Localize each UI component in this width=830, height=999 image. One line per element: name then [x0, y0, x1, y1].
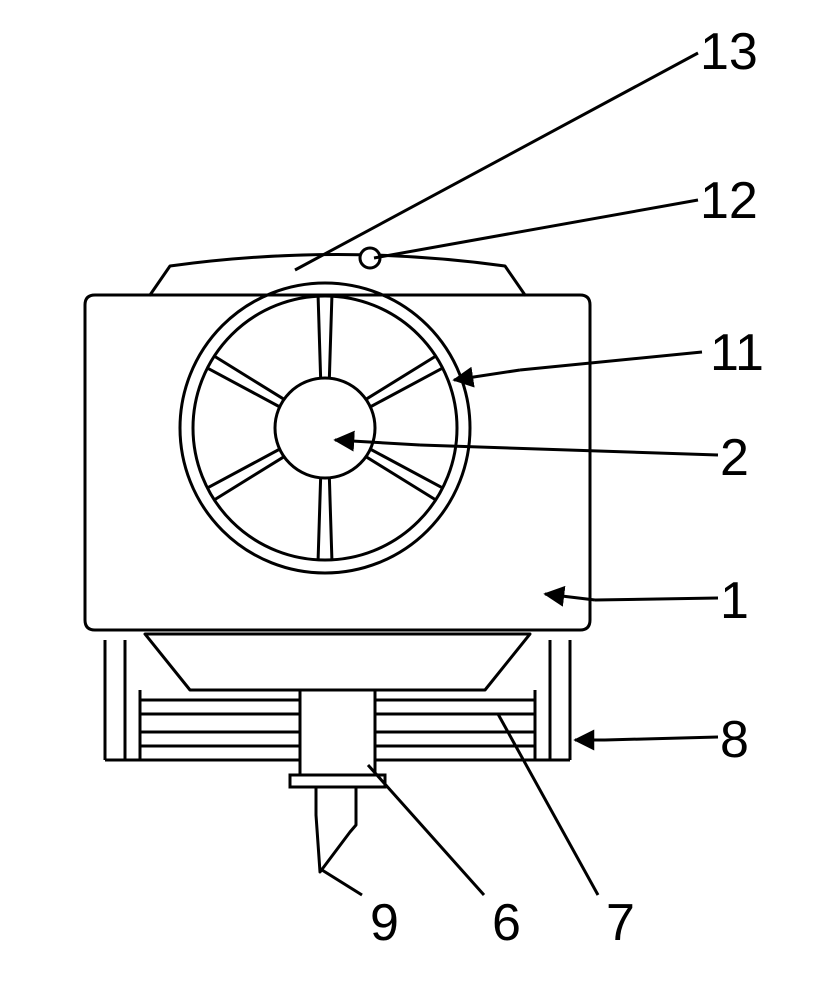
hub-block [300, 690, 375, 775]
leader-9 [322, 870, 362, 895]
label-13: 13 [700, 23, 758, 81]
top-cap [150, 255, 525, 296]
label-12: 12 [700, 172, 758, 230]
flange [290, 775, 385, 787]
label-2: 2 [720, 429, 749, 487]
fan-blade-edge [329, 478, 332, 560]
leader-2 [420, 445, 718, 455]
lower-trapezoid [145, 634, 530, 690]
fan-blade-edge [318, 478, 321, 560]
label-1: 1 [720, 572, 749, 630]
leader-1 [595, 598, 718, 600]
label-8: 8 [720, 711, 749, 769]
label-11: 11 [710, 324, 764, 382]
label-9: 9 [370, 894, 399, 952]
leader-6 [368, 765, 484, 895]
fan-blade-edge [329, 296, 332, 378]
leader-11 [520, 352, 702, 370]
fan-hub [275, 378, 375, 478]
label-6: 6 [492, 894, 521, 952]
leader-12 [374, 200, 698, 258]
spike [316, 787, 356, 872]
fan-blade-edge [318, 296, 321, 378]
leader-arrow-11 [454, 370, 520, 380]
leader-arrow-1 [545, 594, 595, 600]
label-7: 7 [606, 894, 635, 952]
leader-8 [605, 737, 718, 740]
